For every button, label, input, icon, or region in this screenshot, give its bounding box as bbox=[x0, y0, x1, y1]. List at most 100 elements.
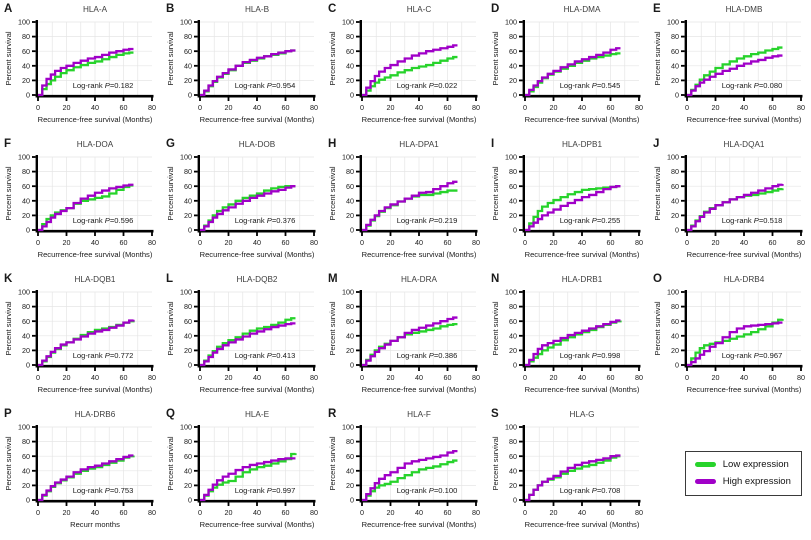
y-tick-label: 20 bbox=[184, 211, 192, 220]
x-tick-label: 80 bbox=[472, 238, 480, 247]
curve-high-expression bbox=[524, 454, 621, 502]
y-tick-label: 0 bbox=[350, 361, 354, 370]
curve-high-expression bbox=[38, 183, 134, 232]
x-axis-label: Recurrence-free survival (Months) bbox=[524, 250, 639, 259]
x-tick-label: 40 bbox=[415, 373, 423, 382]
y-axis-label: Percent survival bbox=[653, 301, 662, 355]
x-tick-label: 60 bbox=[282, 373, 290, 382]
y-axis-label: Percent survival bbox=[328, 436, 337, 490]
y-tick-label: 40 bbox=[346, 196, 354, 205]
panel-d-hla-dma: D HLA-DMA Percent survival 0 20 40 60 80 100 0 20 4… bbox=[487, 0, 649, 135]
y-axis-label: Percent survival bbox=[4, 166, 13, 220]
x-tick-label: 0 bbox=[685, 103, 689, 112]
y-tick-label: 100 bbox=[667, 153, 679, 162]
x-tick-label: 80 bbox=[148, 373, 156, 382]
panel-title: HLA-DRB1 bbox=[561, 275, 602, 284]
panel-letter: E bbox=[653, 3, 661, 15]
x-tick-label: 80 bbox=[797, 103, 805, 112]
panel-title: HLA-DPA1 bbox=[400, 140, 440, 149]
x-tick-label: 0 bbox=[198, 238, 202, 247]
x-tick-label: 40 bbox=[91, 508, 99, 517]
x-tick-label: 0 bbox=[36, 238, 40, 247]
x-tick-label: 0 bbox=[198, 103, 202, 112]
x-axis-label: Recurrence-free survival (Months) bbox=[362, 115, 477, 124]
y-tick-label: 20 bbox=[346, 76, 354, 85]
curve-high-expression bbox=[686, 183, 784, 232]
gridlines bbox=[362, 291, 477, 365]
x-tick-label: 40 bbox=[578, 103, 586, 112]
x-tick-label: 20 bbox=[711, 238, 719, 247]
y-tick-label: 100 bbox=[505, 18, 517, 27]
x-tick-label: 0 bbox=[523, 508, 527, 517]
axes bbox=[356, 155, 478, 236]
y-tick-label: 0 bbox=[26, 226, 30, 235]
curve-high-expression bbox=[200, 185, 296, 232]
panel-letter: Q bbox=[166, 408, 175, 420]
panel-letter: O bbox=[653, 273, 662, 285]
x-axis-label: Recurrence-free survival (Months) bbox=[362, 385, 477, 394]
y-tick-label: 20 bbox=[22, 481, 30, 490]
x-tick-label: 0 bbox=[523, 103, 527, 112]
y-tick-label: 80 bbox=[22, 167, 30, 176]
axes bbox=[32, 290, 154, 371]
logrank-p-annotation: Log-rank P=0.376 bbox=[235, 216, 296, 225]
curve-high-expression bbox=[38, 319, 135, 367]
logrank-p-annotation: Log-rank P=0.545 bbox=[559, 81, 620, 90]
x-tick-label: 60 bbox=[444, 238, 452, 247]
survival-plot-hla-dpa1: H HLA-DPA1 Percent survival 0 20 40 60 80 100 0 20… bbox=[328, 138, 480, 259]
x-axis-label: Recurrence-free survival (Months) bbox=[686, 115, 801, 124]
x-tick-label: 80 bbox=[148, 508, 156, 517]
x-tick-label: 60 bbox=[768, 238, 776, 247]
x-tick-label: 80 bbox=[310, 103, 318, 112]
panel-title: HLA-DRA bbox=[401, 275, 437, 284]
x-tick-label: 60 bbox=[606, 373, 614, 382]
survival-plot-hla-b: B HLA-B Percent survival 0 20 40 60 80 100 0 20 40 6… bbox=[166, 3, 318, 124]
y-tick-label: 40 bbox=[184, 196, 192, 205]
y-tick-label: 60 bbox=[509, 452, 517, 461]
x-tick-label: 0 bbox=[360, 373, 364, 382]
curve-high-expression bbox=[200, 457, 296, 502]
x-tick-label: 80 bbox=[148, 238, 156, 247]
y-axis-label: Percent survival bbox=[166, 166, 175, 220]
y-tick-label: 60 bbox=[22, 47, 30, 56]
y-tick-label: 0 bbox=[675, 91, 679, 100]
panel-title: HLA-DMA bbox=[563, 5, 600, 14]
y-tick-label: 100 bbox=[180, 423, 192, 432]
panel-letter: N bbox=[491, 273, 499, 285]
y-tick-label: 100 bbox=[180, 288, 192, 297]
panel-a-hla-a: A HLA-A Percent survival 0 20 40 60 80 100 0 20 40 6… bbox=[0, 0, 162, 135]
x-tick-label: 40 bbox=[91, 373, 99, 382]
legend-cell: Low expression High expression bbox=[649, 405, 811, 540]
axes bbox=[356, 290, 478, 371]
y-tick-label: 80 bbox=[184, 437, 192, 446]
logrank-p-annotation: Log-rank P=0.386 bbox=[397, 351, 458, 360]
x-tick-label: 60 bbox=[282, 103, 290, 112]
survival-plot-hla-dob: G HLA-DOB Percent survival 0 20 40 60 80 100 0 20 4… bbox=[166, 138, 318, 259]
y-tick-label: 60 bbox=[346, 182, 354, 191]
y-tick-label: 0 bbox=[26, 91, 30, 100]
y-tick-label: 40 bbox=[671, 331, 679, 340]
y-tick-label: 80 bbox=[509, 32, 517, 41]
y-tick-label: 100 bbox=[505, 423, 517, 432]
panel-letter: I bbox=[491, 138, 494, 150]
x-tick-label: 20 bbox=[711, 373, 719, 382]
x-tick-label: 0 bbox=[36, 103, 40, 112]
curve-high-expression bbox=[362, 180, 458, 232]
x-tick-label: 20 bbox=[549, 373, 557, 382]
axes bbox=[32, 425, 154, 506]
curve-low-expression bbox=[362, 459, 458, 502]
axes bbox=[32, 155, 154, 236]
x-tick-label: 80 bbox=[472, 508, 480, 517]
y-tick-label: 40 bbox=[22, 196, 30, 205]
logrank-p-annotation: Log-rank P=0.518 bbox=[721, 216, 782, 225]
x-tick-label: 60 bbox=[282, 238, 290, 247]
y-tick-label: 80 bbox=[509, 302, 517, 311]
gridlines bbox=[524, 291, 639, 365]
x-tick-label: 20 bbox=[225, 103, 233, 112]
y-tick-label: 0 bbox=[675, 226, 679, 235]
x-tick-label: 20 bbox=[387, 238, 395, 247]
panel-title: HLA-DQB1 bbox=[75, 275, 116, 284]
legend-label: Low expression bbox=[722, 459, 789, 470]
y-axis-label: Percent survival bbox=[491, 301, 500, 355]
x-tick-label: 40 bbox=[740, 238, 748, 247]
